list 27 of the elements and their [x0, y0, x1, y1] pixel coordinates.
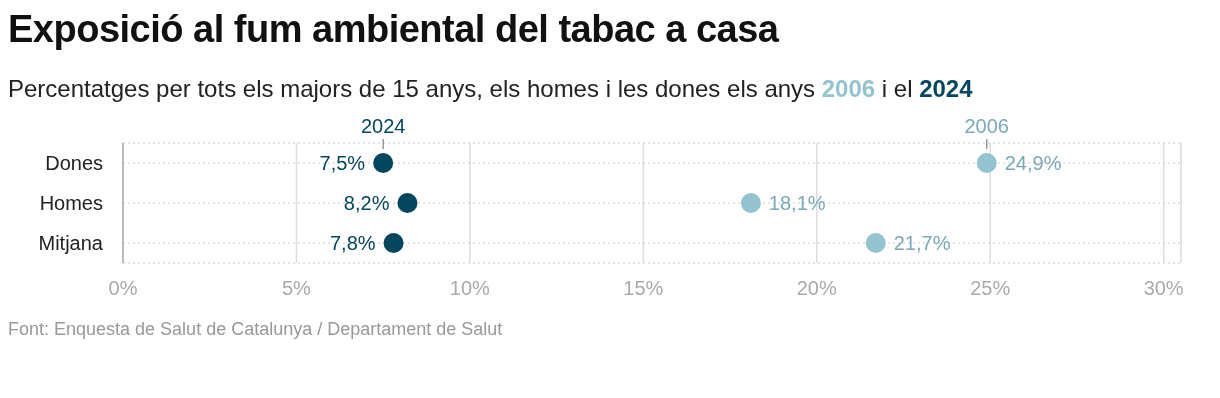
chart-title: Exposició al fum ambiental del tabac a casa: [8, 8, 780, 51]
point: [865, 233, 886, 253]
text: Font: Enquesta de Salut de Catalunya / Departament de Salut: [8, 319, 504, 340]
x-tick-label: 20%: [796, 277, 837, 300]
y-tick-label: Dones: [45, 152, 103, 175]
x-tick-label: 15%: [623, 277, 664, 300]
y-tick-label: Homes: [39, 192, 103, 215]
data-label: 8,2%: [343, 192, 390, 214]
chart-subtitle: Percentatges per tots els majors de 15 anys, els homes i les dones els anys 2006 i el 2024: [8, 75, 974, 103]
x-tick-label: 5%: [281, 277, 312, 300]
x-tick-label: 30%: [1143, 277, 1184, 300]
point: [740, 193, 761, 213]
y-tick-label: Mitjana: [38, 232, 104, 255]
data-label: 24,9%: [1004, 152, 1062, 174]
x-tick-label: 25%: [970, 277, 1011, 300]
point: [976, 153, 997, 173]
x-tick-label: 0%: [108, 277, 138, 300]
x-tick-label: 10%: [449, 277, 491, 300]
data-label: 7,8%: [329, 232, 376, 254]
point: [373, 153, 394, 173]
point: [383, 233, 404, 253]
series-label: 2006: [964, 115, 1009, 137]
data-label: 7,5%: [319, 152, 366, 174]
data-label: 18,1%: [768, 192, 826, 214]
point: [397, 193, 418, 213]
series-label: 2024: [360, 115, 406, 137]
data-label: 21,7%: [893, 232, 951, 254]
